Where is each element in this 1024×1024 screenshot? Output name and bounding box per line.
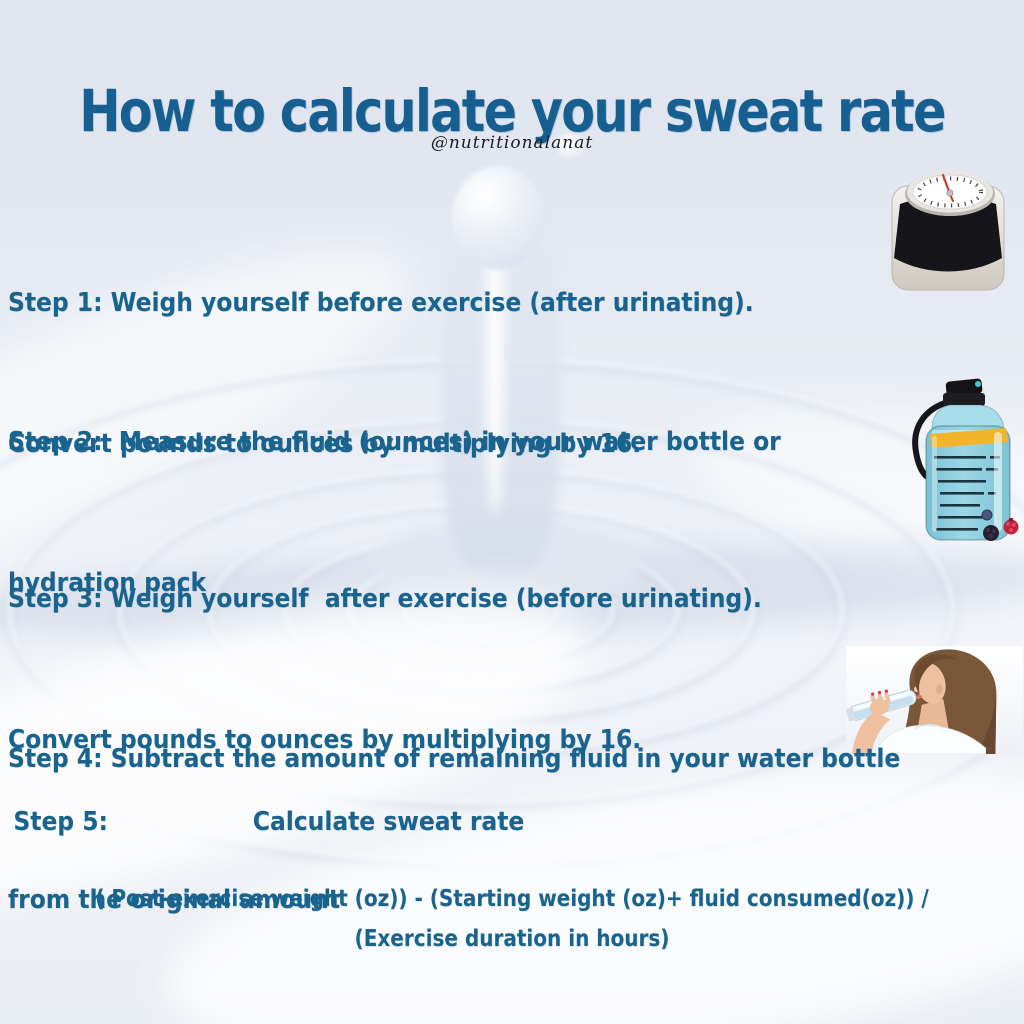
step-2-text: Step 2: Measure the fluid (ounces) in yo… [8,325,781,701]
step-5-text: Step 5: Calculate sweat rate [8,799,818,846]
raspberry [1003,518,1019,535]
water-splash-droplet [452,166,544,270]
author-handle: @nutritionalanat [430,133,594,153]
step-4-line-1: Step 4: Subtract the amount of remaining… [8,744,901,774]
page-title: How to calculate your sweat rate [79,76,946,145]
water-jug-graphic [912,378,1019,541]
bathroom-scale-image [884,164,1012,296]
step-4-line-2: from the original amount [8,885,340,915]
woman-drinking-image [845,646,1024,755]
step-1-text: Step 1: Weigh yourself before exercise (… [8,186,754,562]
small-water-droplet [556,134,586,158]
step-3-text: Step 3: Weigh yourself after exercise (b… [8,482,762,858]
step-3-line-2: Convert pounds to ounces by multiplying … [8,725,642,755]
step-4-text: Step 4: Subtract the amount of remaining… [8,642,900,1018]
step-1-line-1: Step 1: Weigh yourself before exercise (… [8,288,754,318]
step-3-line-1: Step 3: Weigh yourself after exercise (b… [8,584,762,614]
step-2-line-2: hydration pack [8,568,207,598]
step-1-line-2: Convert pounds to ounces by multiplying … [8,429,642,459]
step-5-title: Calculate sweat rate [252,807,525,837]
woman-drinking-graphic [846,646,1023,755]
formula-line-1: ( Post-exercise weight (oz)) - (Starting… [95,886,929,912]
water-bottle-image [898,376,1024,548]
step-5-label: Step 5: [13,807,108,837]
formula-line-2: (Exercise duration in hours) [354,926,670,952]
blackberry [983,525,999,541]
bathroom-scale-graphic [891,171,1005,291]
water-column-highlight [486,205,504,515]
step-2-line-1: Step 2: Measure the fluid (ounces) in yo… [8,427,781,457]
